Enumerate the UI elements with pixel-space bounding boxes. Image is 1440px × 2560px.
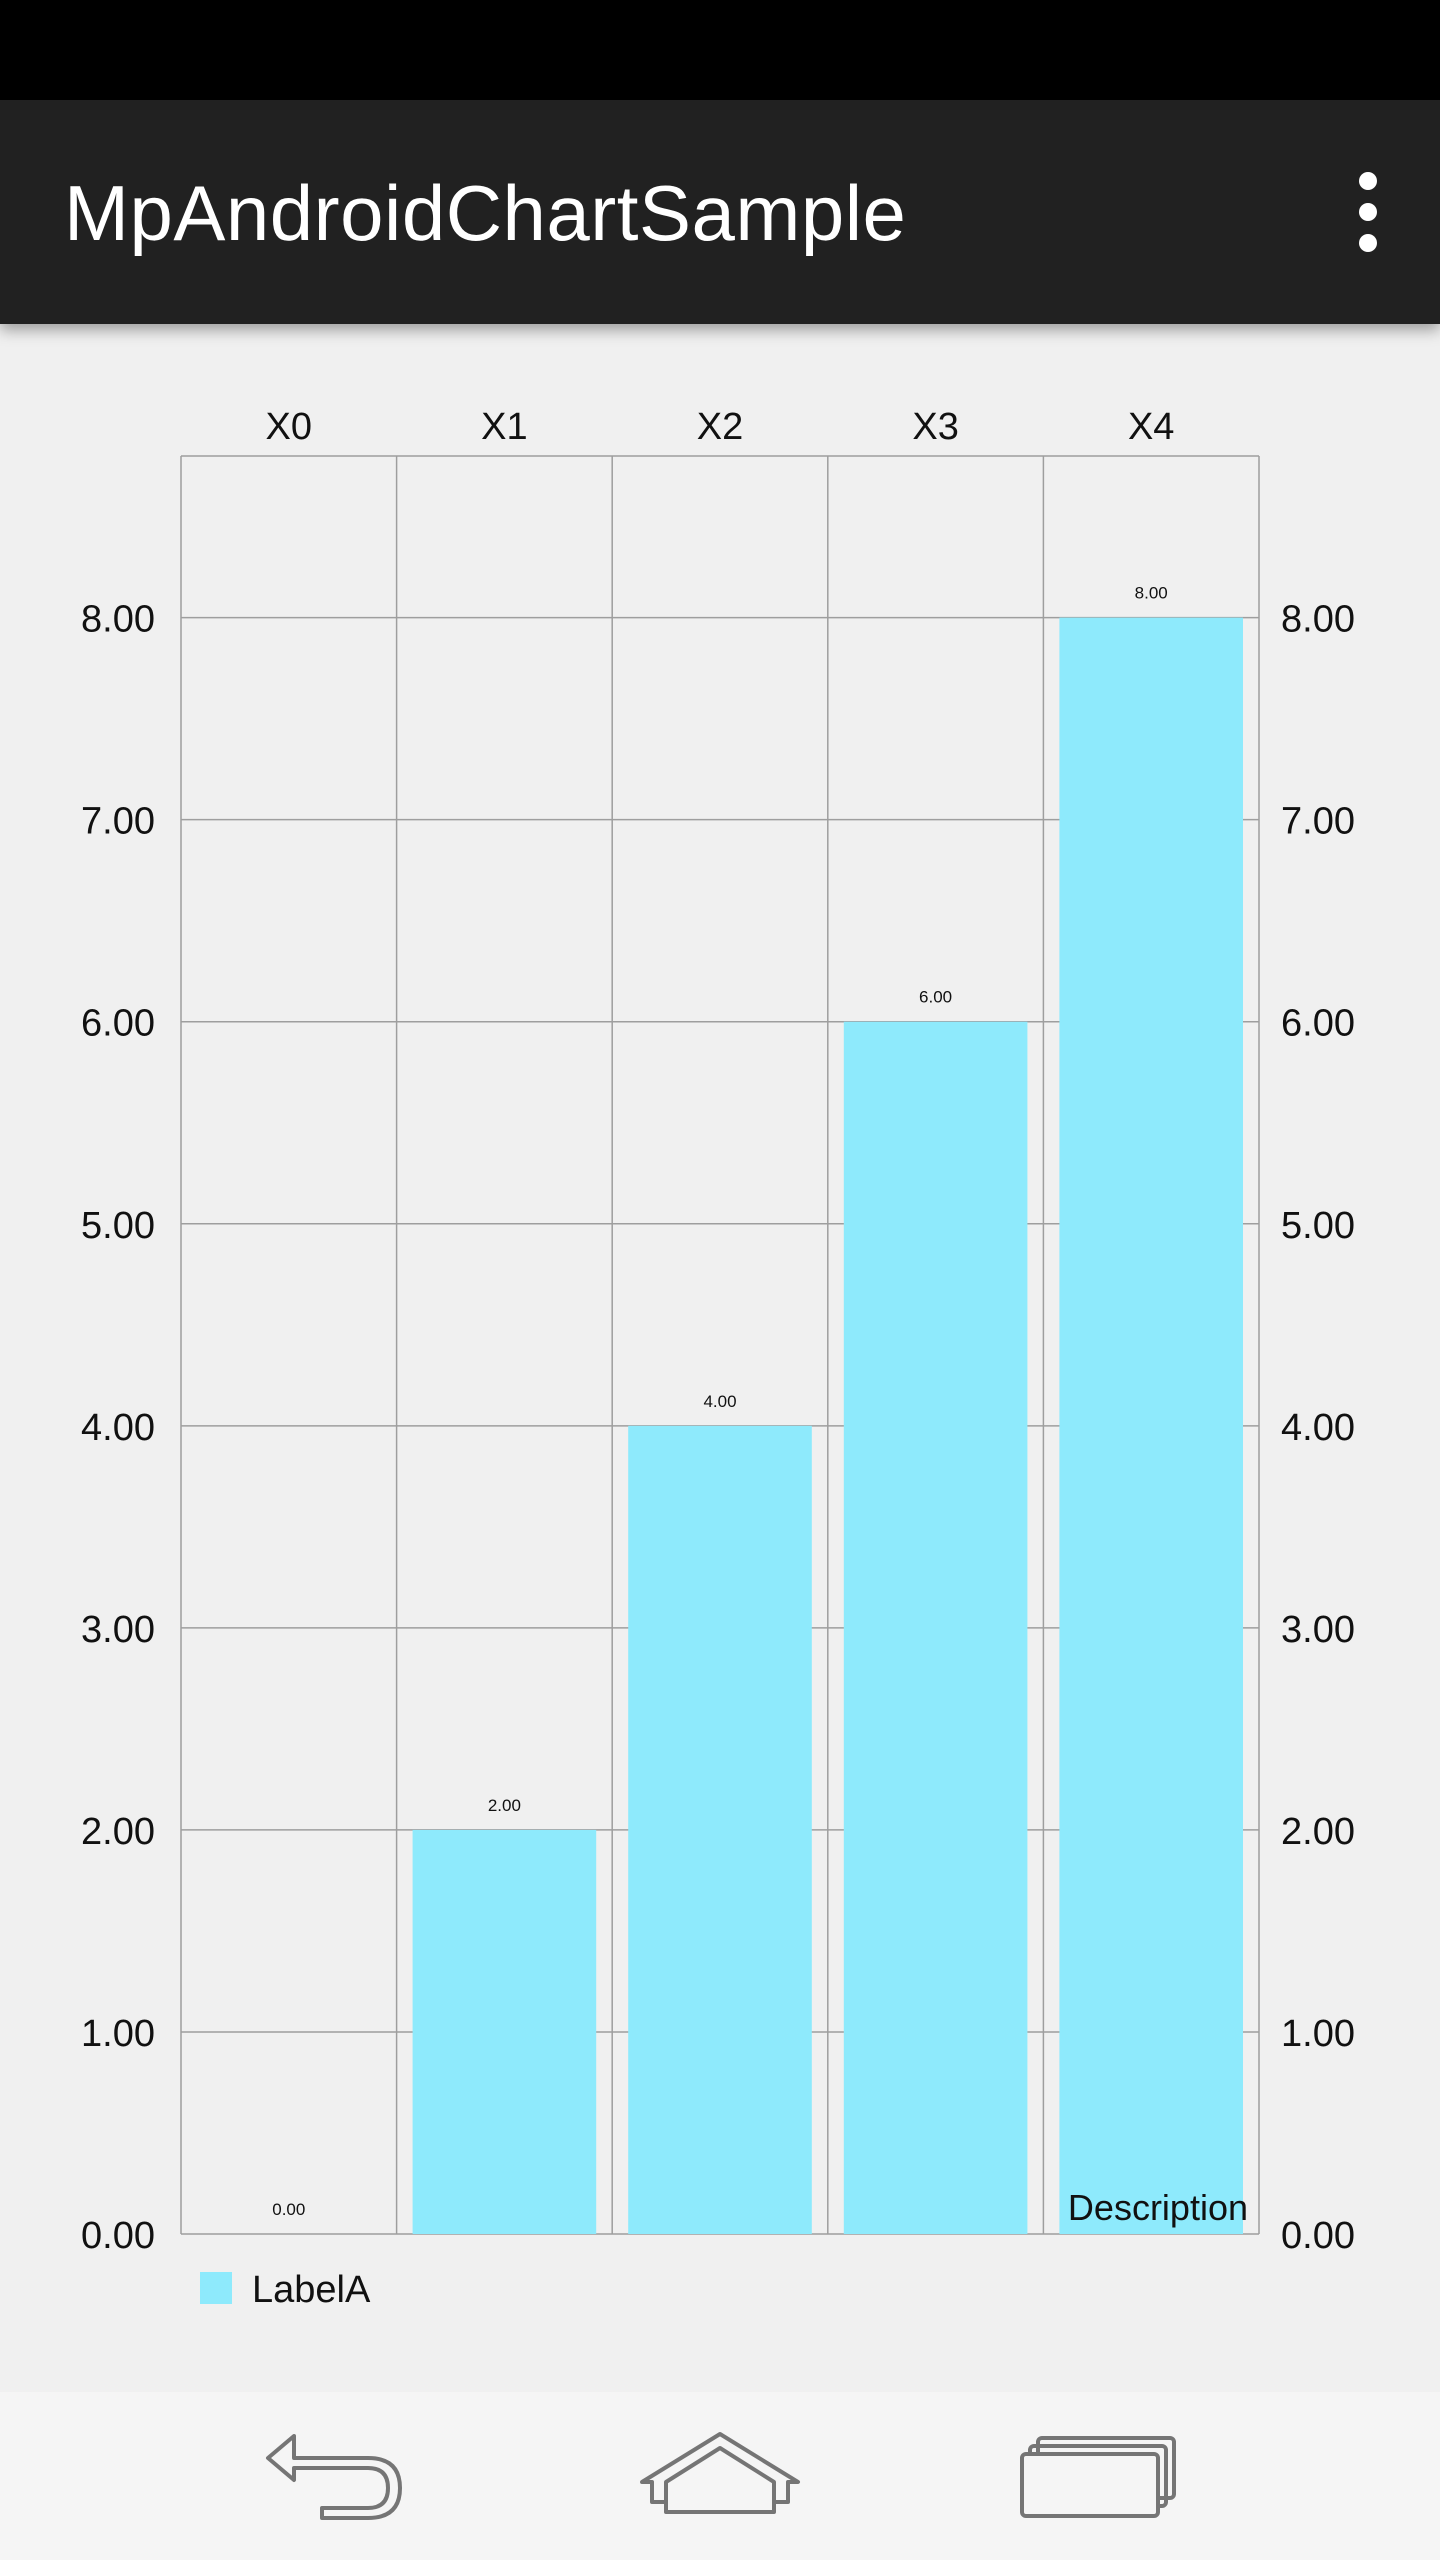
status-bar — [0, 0, 1440, 100]
y-tick-label-left: 5.00 — [81, 1205, 155, 1247]
bar[interactable] — [628, 1425, 812, 2234]
y-tick-label-left: 1.00 — [81, 2013, 155, 2055]
legend-swatch — [200, 2272, 232, 2304]
y-tick-label-left: 8.00 — [81, 599, 155, 641]
y-tick-label-right: 6.00 — [1281, 1003, 1355, 1045]
y-tick-label-left: 0.00 — [81, 2215, 155, 2257]
overflow-menu-icon[interactable] — [1350, 172, 1386, 252]
legend-label: LabelA — [252, 2269, 371, 2311]
home-icon[interactable] — [630, 2422, 810, 2532]
bar[interactable] — [412, 1829, 597, 2234]
y-tick-label-left: 3.00 — [81, 1609, 155, 1651]
y-tick-label-right: 0.00 — [1281, 2215, 1355, 2257]
bar-value-label: 8.00 — [1135, 584, 1168, 603]
y-tick-label-right: 1.00 — [1281, 2013, 1355, 2055]
navigation-bar — [0, 2392, 1440, 2560]
y-tick-label-left: 6.00 — [81, 1003, 155, 1045]
menu-dot — [1359, 172, 1377, 190]
bar[interactable] — [1059, 617, 1243, 2234]
x-tick-label: X3 — [912, 406, 958, 448]
recent-apps-icon[interactable] — [1010, 2422, 1190, 2532]
y-tick-label-left: 4.00 — [81, 1407, 155, 1449]
back-icon[interactable] — [250, 2422, 430, 2532]
chart-description: Description — [1068, 2187, 1248, 2228]
y-tick-label-right: 5.00 — [1281, 1205, 1355, 1247]
bar-value-label: 4.00 — [703, 1392, 736, 1411]
y-tick-label-left: 7.00 — [81, 801, 155, 843]
bar-chart[interactable]: 0.00 0.00 1.00 1.00 2.00 2.00 3.00 3.00 4.00 4.00… — [0, 324, 1440, 2392]
menu-dot — [1359, 234, 1377, 252]
y-tick-label-right: 2.00 — [1281, 1811, 1355, 1853]
y-tick-label-left: 2.00 — [81, 1811, 155, 1853]
app-title: MpAndroidChartSample — [64, 169, 907, 257]
bar-value-label: 2.00 — [488, 1796, 521, 1815]
x-tick-label: X0 — [266, 406, 312, 448]
app-bar: MpAndroidChartSample — [0, 100, 1440, 324]
x-tick-label: X1 — [481, 406, 527, 448]
x-tick-label: X2 — [697, 406, 743, 448]
y-tick-label-right: 3.00 — [1281, 1609, 1355, 1651]
bar-value-label: 6.00 — [919, 988, 952, 1007]
y-tick-label-right: 8.00 — [1281, 599, 1355, 641]
menu-dot — [1359, 203, 1377, 221]
bar[interactable] — [843, 1021, 1028, 2234]
y-tick-label-right: 7.00 — [1281, 801, 1355, 843]
chart-area[interactable]: 0.00 0.00 1.00 1.00 2.00 2.00 3.00 3.00 4.00 4.00… — [0, 324, 1440, 2392]
bar-value-label: 0.00 — [272, 2200, 305, 2219]
y-tick-label-right: 4.00 — [1281, 1407, 1355, 1449]
x-tick-label: X4 — [1128, 406, 1174, 448]
